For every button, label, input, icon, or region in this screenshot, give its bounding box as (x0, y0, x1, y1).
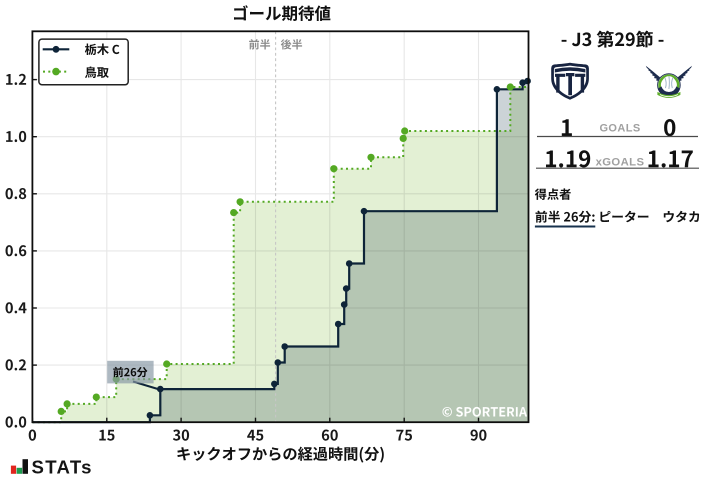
svg-text:xGOALS: xGOALS (596, 157, 645, 169)
svg-text:STATs: STATs (32, 457, 93, 478)
svg-text:GOALS: GOALS (599, 122, 640, 134)
